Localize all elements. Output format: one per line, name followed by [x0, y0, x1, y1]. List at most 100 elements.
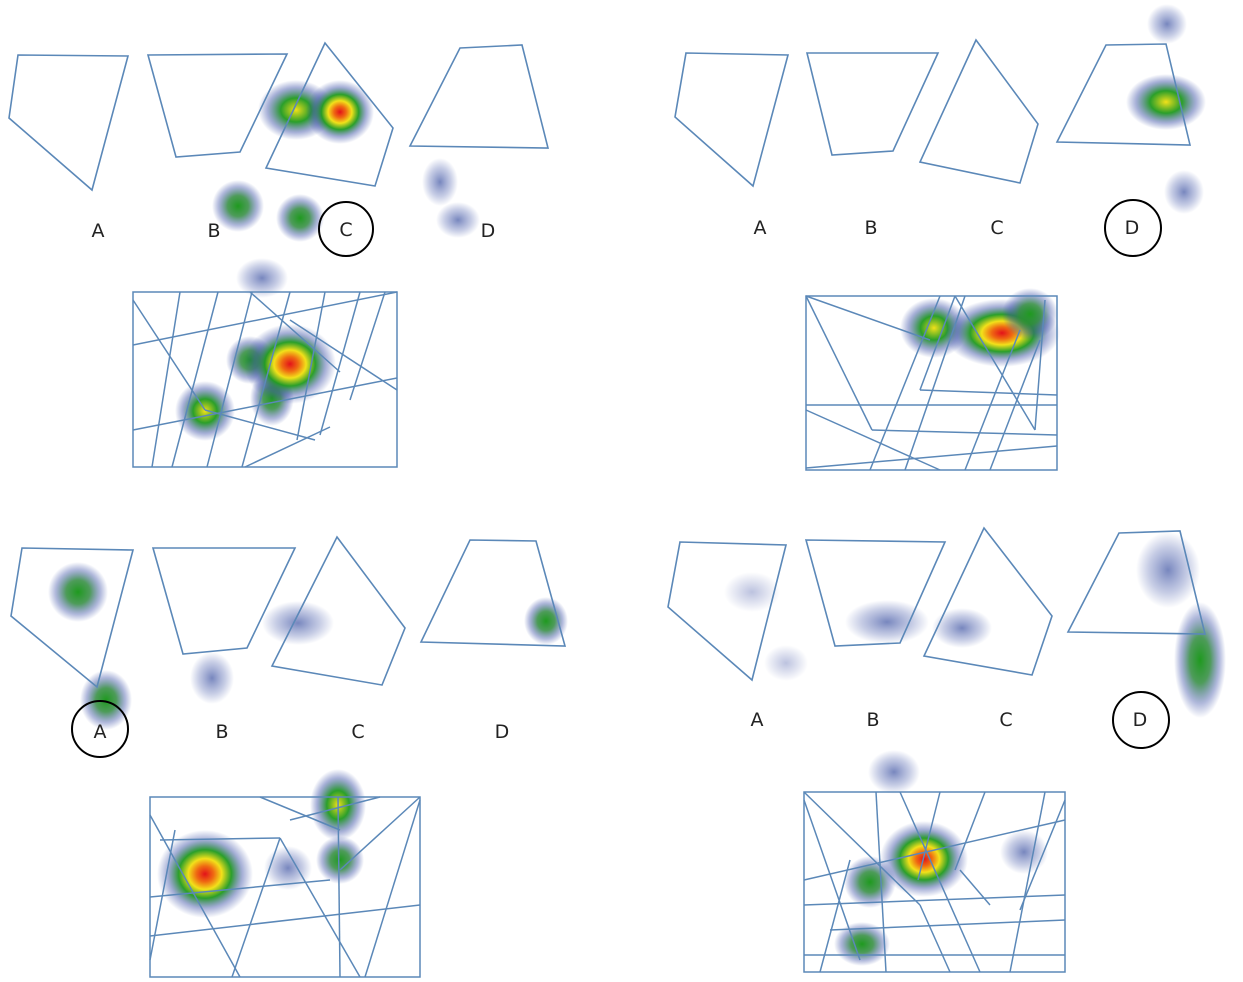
figure-line: [1009, 791, 1046, 973]
heatmap-layer: [48, 562, 568, 730]
figure-line: [244, 426, 331, 468]
option-label-b: B: [207, 220, 220, 242]
figure-line: [919, 389, 1058, 396]
heat-spot: [524, 597, 568, 645]
selected-answer-circle: [318, 201, 374, 257]
figure-line: [249, 291, 341, 373]
figure-line: [919, 904, 951, 973]
heat-spot: [212, 180, 264, 232]
panel-bottom-right: A B C D: [667, 526, 1226, 973]
panel-top-left: A B C D: [8, 41, 550, 468]
heat-spot: [48, 562, 108, 622]
heat-spot: [276, 194, 324, 242]
option-label-d: D: [1133, 709, 1148, 731]
heatmap-layer: [834, 750, 1048, 966]
heat-spot: [316, 836, 364, 884]
heat-spot: [1147, 4, 1187, 44]
option-label-a: A: [94, 721, 107, 743]
question-figure: [149, 769, 421, 978]
figure-line: [279, 837, 361, 978]
heat-spot: [236, 258, 288, 298]
figure-line: [803, 799, 861, 961]
figure-line: [289, 796, 381, 821]
option-label-a: A: [754, 217, 767, 239]
option-label-c: C: [339, 219, 352, 241]
shape-c: [918, 38, 1039, 184]
figure-frame: [805, 295, 1058, 471]
line-figure: [149, 796, 421, 978]
figure-frame: [149, 796, 421, 978]
shape-c: [270, 535, 406, 686]
figure-line: [339, 796, 421, 871]
heat-spot: [932, 608, 992, 648]
line-figure: [803, 791, 1066, 973]
figure-line: [296, 291, 326, 441]
figure-line: [954, 791, 986, 871]
heat-spot: [190, 652, 234, 704]
figure-line: [337, 796, 341, 978]
answer-shapes: [667, 526, 1207, 682]
answer-shapes: [10, 535, 567, 689]
option-label-d: D: [1125, 217, 1140, 239]
figure-line: [289, 319, 398, 391]
figure-line: [805, 409, 941, 471]
figure-line: [829, 919, 1066, 931]
question-figure: [132, 258, 398, 468]
shape-d: [419, 539, 567, 647]
heat-spot: [764, 645, 808, 681]
selected-answer-circle: [1104, 199, 1162, 257]
figure-line: [875, 791, 887, 973]
figure-line: [805, 295, 873, 431]
option-label-d: D: [495, 721, 510, 743]
question-figure: [805, 288, 1060, 471]
heat-spot: [436, 202, 480, 238]
heat-spot: [262, 601, 334, 645]
heat-spot: [868, 750, 920, 794]
answer-shapes: [674, 38, 1192, 188]
figure-line: [869, 295, 941, 471]
figure-line: [319, 291, 361, 436]
figure-line: [819, 859, 851, 973]
figure-line: [904, 295, 966, 471]
figure-line: [954, 295, 1036, 431]
shape-b: [151, 547, 297, 655]
figure-frame: [132, 291, 398, 468]
heat-spot: [306, 80, 374, 144]
figure-frame: [803, 791, 1066, 973]
shape-a: [8, 54, 130, 192]
shape-c: [264, 41, 394, 187]
line-figure: [805, 295, 1058, 471]
option-label-c: C: [999, 709, 1012, 731]
heatmap-layer: [724, 532, 1226, 718]
figure-line: [871, 429, 1058, 436]
shape-d: [1066, 530, 1207, 635]
figure-line: [206, 291, 253, 468]
figure-line: [149, 904, 421, 937]
selected-answer-circle: [1112, 691, 1170, 749]
option-labels: A B C D: [751, 691, 1170, 749]
figure-line: [805, 445, 1058, 469]
shape-a: [667, 541, 788, 682]
figure-line: [151, 291, 181, 468]
option-labels: A B C D: [92, 201, 495, 257]
heat-spot: [80, 670, 132, 730]
figure-line: [1034, 299, 1046, 431]
heat-spot: [1174, 602, 1226, 718]
heatmap-layer: [1126, 4, 1206, 214]
heat-spot: [264, 846, 312, 890]
figure-line: [149, 814, 241, 978]
option-label-b: B: [866, 709, 879, 731]
figure-line: [803, 894, 1066, 906]
figure-line: [917, 791, 941, 881]
answer-shapes: [8, 41, 550, 192]
heat-spot: [422, 158, 458, 206]
shape-b: [805, 52, 940, 156]
line-figure: [132, 291, 398, 468]
figure-line: [149, 829, 176, 961]
figure-line: [132, 377, 398, 431]
heat-spot: [845, 600, 929, 644]
figure-line: [964, 329, 1021, 471]
figure-line: [803, 791, 921, 906]
figure-line: [989, 339, 1041, 471]
